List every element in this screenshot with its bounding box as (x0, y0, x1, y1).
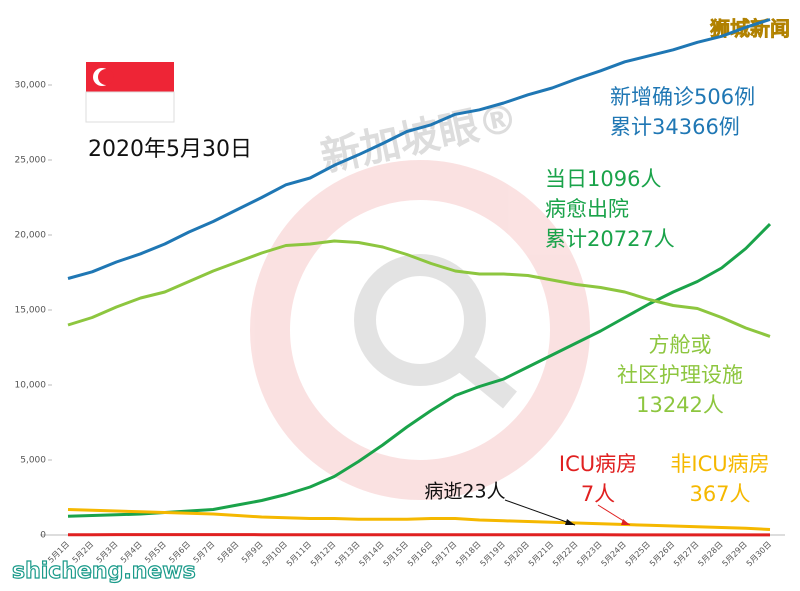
annotation: 病逝23人 (424, 481, 505, 503)
arrow-head (565, 519, 575, 525)
annotation: 累计20727人 (545, 227, 675, 251)
annotation: ICU病房 (559, 452, 637, 476)
y-tick-label: 10,000 (15, 381, 47, 391)
y-tick-label: 15,000 (15, 306, 47, 316)
annotation: 非ICU病房 (670, 452, 769, 476)
y-tick-label: 5,000 (20, 456, 46, 466)
series-line (67, 508, 771, 531)
arrow (504, 499, 576, 526)
y-tick-label: 20,000 (15, 231, 47, 241)
y-tick-label: 0 (40, 531, 46, 541)
y-tick-label: 30,000 (15, 81, 47, 91)
annotation: 社区护理设施 (617, 363, 743, 387)
annotation: 新增确诊506例 (610, 85, 755, 109)
annotation: 累计34366例 (610, 115, 740, 139)
annotation: 方舱或 (649, 333, 712, 357)
annotation: 367人 (689, 482, 750, 506)
annotation: 病愈出院 (545, 197, 629, 221)
series-line (67, 18, 771, 280)
y-tick-label: 25,000 (15, 156, 47, 166)
annotation: 当日1096人 (545, 167, 661, 191)
arrow-head (621, 519, 630, 525)
annotation: 13242人 (636, 393, 724, 417)
watermark-logo (250, 160, 590, 500)
date-label: 2020年5月30日 (88, 137, 252, 162)
flag (85, 62, 175, 123)
brand-bottom: shicheng.news (12, 559, 196, 584)
annotation: 7人 (581, 482, 615, 506)
series-line (67, 239, 771, 338)
